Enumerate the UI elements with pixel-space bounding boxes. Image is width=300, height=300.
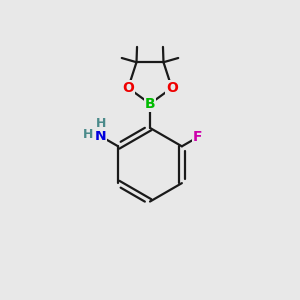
Text: F: F: [193, 130, 202, 144]
Text: H: H: [96, 117, 106, 130]
Text: F: F: [193, 130, 202, 144]
Text: N: N: [94, 129, 106, 143]
Text: B: B: [145, 97, 155, 111]
Text: H: H: [96, 117, 106, 130]
Text: H: H: [83, 128, 94, 141]
Text: H: H: [83, 128, 94, 141]
Text: B: B: [145, 97, 155, 111]
Text: N: N: [94, 129, 106, 143]
Text: O: O: [166, 81, 178, 95]
Text: O: O: [122, 81, 134, 95]
